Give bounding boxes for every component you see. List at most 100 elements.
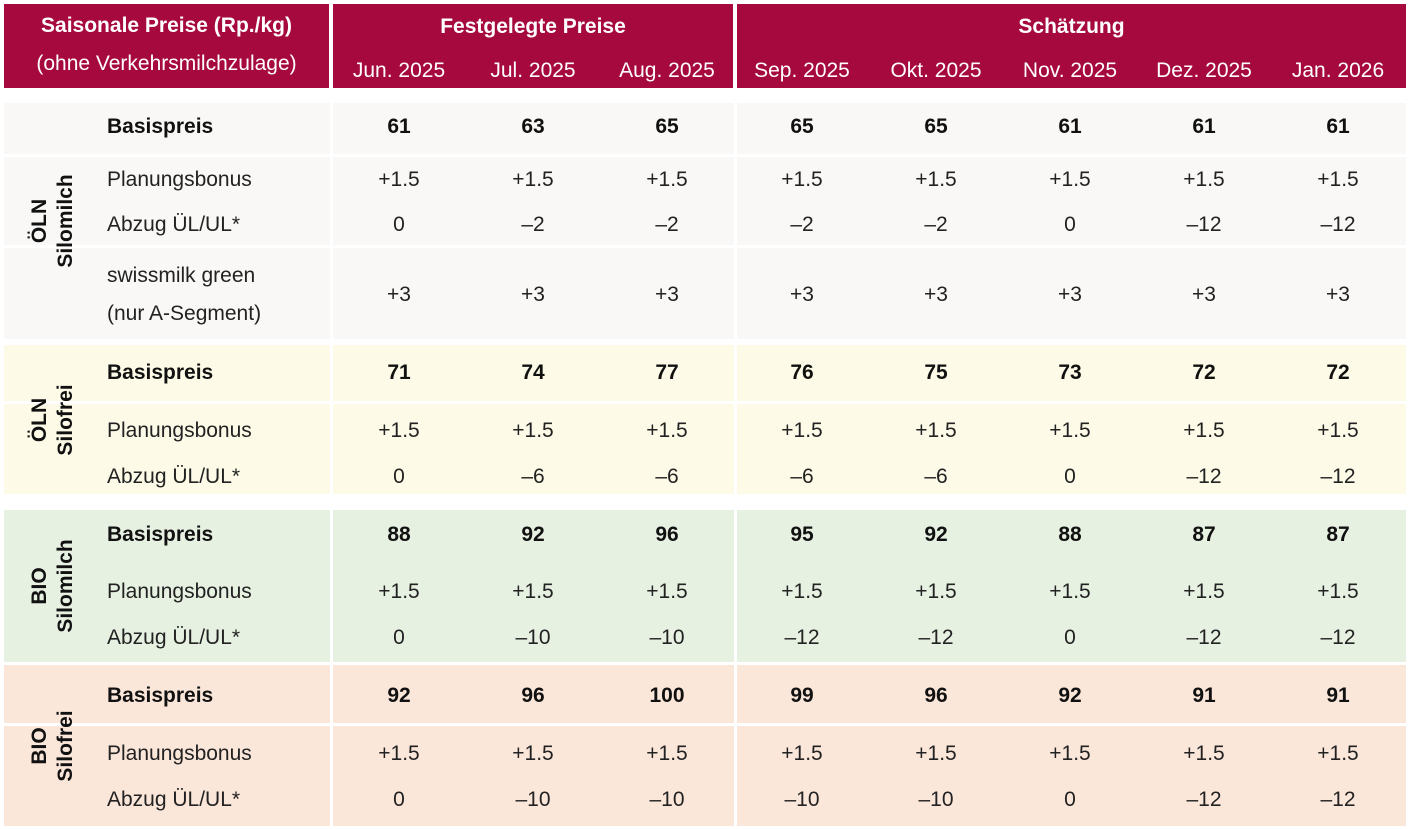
table-cell: –6 <box>655 465 679 488</box>
table-cell: 65 <box>924 115 948 138</box>
section-label-line1: ÖLN <box>27 397 51 442</box>
table-cell: 92 <box>924 523 948 546</box>
table-cell: 95 <box>790 523 814 546</box>
group-header-estimate: Schätzung <box>1018 15 1125 38</box>
row-label: Planungsbonus <box>107 419 252 442</box>
row-label-note: (nur A-Segment) <box>107 302 262 325</box>
table-cell: –10 <box>649 626 685 649</box>
table-cell: 65 <box>790 115 814 138</box>
table-cell: 92 <box>1058 684 1082 707</box>
table-cell: 73 <box>1058 361 1082 384</box>
row-label: Planungsbonus <box>107 580 252 603</box>
table-cell: +1.5 <box>1183 580 1225 603</box>
month-header: Okt. 2025 <box>890 59 982 82</box>
table-cell: –12 <box>1320 213 1356 236</box>
table-cell: 87 <box>1192 523 1216 546</box>
section-label: BIO Silomilch <box>4 510 101 662</box>
table-cell: –6 <box>521 465 545 488</box>
table-cell: +1.5 <box>915 580 957 603</box>
month-header: Dez. 2025 <box>1156 59 1252 82</box>
column-divider <box>734 103 737 339</box>
header-estimate-group-cell <box>737 4 1406 88</box>
table-cell: +1.5 <box>781 419 823 442</box>
table-cell: 91 <box>1192 684 1216 707</box>
month-header: Jul. 2025 <box>490 59 576 82</box>
table-cell: +1.5 <box>512 419 554 442</box>
section-label-line2: Silomilch <box>53 539 77 633</box>
section-band <box>4 345 1406 494</box>
section-band <box>4 665 1406 826</box>
table-cell: +1.5 <box>1183 419 1225 442</box>
column-divider <box>330 510 333 662</box>
column-divider <box>734 510 737 662</box>
month-header: Jan. 2026 <box>1291 59 1385 82</box>
table-cell: 61 <box>1326 115 1350 138</box>
table-cell: –2 <box>790 213 814 236</box>
table-cell: 0 <box>393 465 405 488</box>
month-header: Jun. 2025 <box>352 59 446 82</box>
table-subtitle: (ohne Verkehrsmilchzulage) <box>36 52 297 75</box>
table-cell: 72 <box>1192 361 1216 384</box>
section-label-line2: Silofrei <box>53 709 77 782</box>
section-label-line2: Silomilch <box>53 174 77 268</box>
section-label: ÖLN Silofrei <box>4 345 101 494</box>
table-cell: +1.5 <box>1317 168 1359 191</box>
section-band <box>4 510 1406 662</box>
table-cell: +3 <box>655 283 679 306</box>
table-cell: +1.5 <box>1183 742 1225 765</box>
table-cell: –10 <box>515 788 551 811</box>
table-cell: –10 <box>515 626 551 649</box>
table-cell: –12 <box>918 626 954 649</box>
section-label-line1: BIO <box>27 567 51 605</box>
table-cell: –12 <box>1320 465 1356 488</box>
table-cell: +1.5 <box>1049 168 1091 191</box>
table-cell: +1.5 <box>646 742 688 765</box>
table-cell: 72 <box>1326 361 1350 384</box>
table-cell: +1.5 <box>512 168 554 191</box>
table-cell: 75 <box>924 361 948 384</box>
table-cell: 91 <box>1326 684 1350 707</box>
month-header: Aug. 2025 <box>619 59 715 82</box>
row-label: Abzug ÜL/UL* <box>107 465 241 488</box>
section-label-text: BIO Silofrei <box>27 710 79 781</box>
section-label-text: ÖLN Silomilch <box>27 174 79 267</box>
table-cell: +3 <box>1192 283 1216 306</box>
column-divider <box>734 345 737 494</box>
table-cell: +1.5 <box>378 419 420 442</box>
header-title-cell <box>4 4 329 88</box>
table-cell: –12 <box>1186 626 1222 649</box>
table-cell: +1.5 <box>512 742 554 765</box>
table-cell: –6 <box>924 465 948 488</box>
section-label-line1: ÖLN <box>27 198 51 244</box>
row-divider <box>4 245 1406 248</box>
table-cell: +3 <box>924 283 948 306</box>
month-header: Sep. 2025 <box>754 59 850 82</box>
table-cell: +1.5 <box>1049 419 1091 442</box>
table-cell: +1.5 <box>378 742 420 765</box>
row-label: Basispreis <box>107 523 214 546</box>
table-cell: –10 <box>649 788 685 811</box>
section-label-text: ÖLN Silofrei <box>27 384 79 455</box>
table-cell: 61 <box>1192 115 1216 138</box>
section-label-line2: Silofrei <box>53 383 77 456</box>
table-cell: +1.5 <box>378 580 420 603</box>
table-cell: 61 <box>1058 115 1082 138</box>
table-cell: 0 <box>393 788 405 811</box>
row-label: Planungsbonus <box>107 742 252 765</box>
table-cell: +1.5 <box>1317 742 1359 765</box>
row-label: Abzug ÜL/UL* <box>107 626 241 649</box>
table-cell: 96 <box>655 523 679 546</box>
section-label-line1: BIO <box>27 726 51 765</box>
table-cell: +1.5 <box>646 580 688 603</box>
table-cell: 92 <box>387 684 411 707</box>
table-cell: +1.5 <box>378 168 420 191</box>
table-cell: 71 <box>387 361 411 384</box>
row-label: Basispreis <box>107 115 214 138</box>
column-divider <box>330 345 333 494</box>
table-cell: 96 <box>924 684 948 707</box>
row-divider <box>4 723 1406 726</box>
table-cell: –12 <box>1320 788 1356 811</box>
table-cell: –10 <box>784 788 820 811</box>
table-cell: +1.5 <box>1317 580 1359 603</box>
table-cell: +1.5 <box>915 168 957 191</box>
